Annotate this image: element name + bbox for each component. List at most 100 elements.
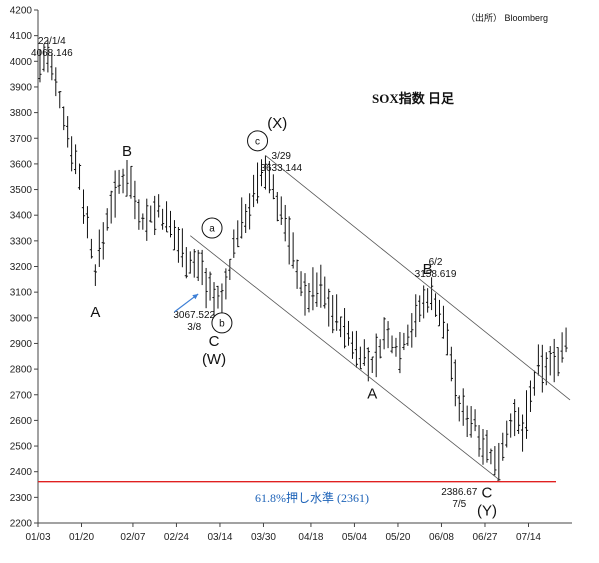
annotation-line: B <box>122 143 132 160</box>
ohlc-bar <box>315 272 319 307</box>
ohlc-bar <box>517 407 521 434</box>
ohlc-bar <box>105 208 109 231</box>
ohlc-bar <box>414 294 418 338</box>
ohlc-bar <box>267 161 271 194</box>
ohlc-bar <box>445 323 449 356</box>
ohlc-bar <box>382 317 386 350</box>
annotation-label: B <box>423 261 433 278</box>
ohlc-bar <box>406 324 410 346</box>
ohlc-bar <box>228 258 232 281</box>
ohlc-bar <box>303 273 307 316</box>
ohlc-bar <box>311 267 315 311</box>
ohlc-bar <box>208 271 212 301</box>
x-tick-label: 05/04 <box>342 532 367 543</box>
ohlc-bar <box>524 390 529 439</box>
ohlc-bar <box>386 321 390 349</box>
ohlc-bar <box>271 174 275 200</box>
ohlc-bar <box>327 288 331 327</box>
ohlc-bar <box>465 405 469 437</box>
ohlc-bar <box>263 155 268 190</box>
ohlc-bar <box>362 339 366 366</box>
annotation-line: C <box>209 333 220 350</box>
ohlc-bar <box>145 198 149 241</box>
chart-title: SOX指数 日足 <box>372 91 455 106</box>
ohlc-bar <box>335 294 339 331</box>
x-tick-label: 06/27 <box>472 532 497 543</box>
ohlc-bar <box>236 220 240 248</box>
ohlc-bar <box>485 430 489 463</box>
annotation-label: 6/2 3158.619 <box>415 257 457 280</box>
channel-line <box>190 235 500 480</box>
ohlc-bar <box>354 330 359 368</box>
annotation-label: C (W) <box>202 333 226 368</box>
ohlc-bar <box>216 285 220 309</box>
annotation-line: 3633.144 <box>260 163 302 174</box>
y-tick-label: 2200 <box>10 519 33 530</box>
annotation-label: 2386.67 7/5 <box>441 487 478 510</box>
ohlc-bar <box>70 136 74 172</box>
ohlc-bars <box>38 40 568 481</box>
ohlc-bar <box>449 346 453 382</box>
ohlc-bar <box>402 332 406 351</box>
ohlc-bar <box>240 197 244 239</box>
ohlc-bar <box>441 305 446 339</box>
ohlc-bar <box>89 238 93 259</box>
ohlc-bar <box>422 285 426 319</box>
annotation-label: 3067.522 3/8 <box>173 310 215 333</box>
ohlc-bar <box>62 106 66 131</box>
ohlc-bar <box>172 220 177 251</box>
y-tick-label: 2400 <box>10 467 33 478</box>
ohlc-bar <box>342 308 347 349</box>
ohlc-bar <box>556 347 560 377</box>
y-tick-label: 3300 <box>10 236 33 247</box>
ohlc-bar <box>85 206 90 239</box>
y-tick-label: 3600 <box>10 159 33 170</box>
ohlc-bar <box>493 446 497 476</box>
ohlc-bar <box>117 169 121 194</box>
ohlc-bar <box>251 174 256 208</box>
y-tick-label: 3800 <box>10 108 33 119</box>
ohlc-bar <box>129 165 133 199</box>
annotation-label: A <box>90 304 100 321</box>
ohlc-bar <box>287 216 291 265</box>
ohlc-bar <box>73 144 78 175</box>
ohlc-bar <box>473 409 477 432</box>
ohlc-bar <box>394 337 398 357</box>
ohlc-bar <box>204 267 208 309</box>
ohlc-bar <box>220 283 224 317</box>
annotation-label: A <box>367 386 377 403</box>
annotation-label: (X) <box>267 115 287 132</box>
ohlc-bar <box>560 332 564 363</box>
ohlc-bar <box>125 160 129 197</box>
ohlc-bar <box>505 420 509 448</box>
ohlc-bar <box>97 229 101 267</box>
ohlc-bar <box>77 163 82 190</box>
y-tick-label: 2600 <box>10 416 33 427</box>
annotation-line: 3/8 <box>187 322 201 333</box>
x-tick-label: 01/20 <box>69 532 94 543</box>
annotation-label: 22/1/4 4068.146 <box>31 36 73 59</box>
ohlc-bar <box>398 332 402 374</box>
ohlc-bar <box>180 228 184 268</box>
ohlc-bar <box>374 333 378 378</box>
axes: 2200 2300 2400 2500 2600 2700 2800 2900 3000 3100… <box>10 6 572 543</box>
annotation-line: A <box>90 304 100 321</box>
ohlc-bar <box>66 116 70 148</box>
y-tick-label: 3400 <box>10 211 33 222</box>
ohlc-bar <box>121 168 125 194</box>
circle-letter: a <box>209 224 215 235</box>
x-tick-label: 07/14 <box>516 532 541 543</box>
y-tick-label: 2700 <box>10 390 33 401</box>
ohlc-bar <box>564 327 568 353</box>
ohlc-bar <box>370 356 374 374</box>
x-tick-label: 03/30 <box>251 532 276 543</box>
annotation-line: 3158.619 <box>415 269 457 280</box>
ohlc-bar <box>457 395 461 422</box>
y-tick-label: 3700 <box>10 134 33 145</box>
ohlc-bar <box>50 53 54 81</box>
ohlc-bar <box>339 316 343 338</box>
ohlc-bar <box>513 399 517 437</box>
y-tick-label: 2900 <box>10 339 33 350</box>
circle-letter: c <box>255 136 260 147</box>
